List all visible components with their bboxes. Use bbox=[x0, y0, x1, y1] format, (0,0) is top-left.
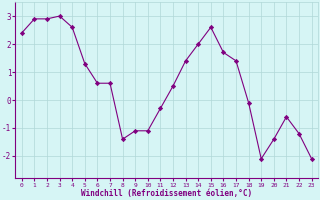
X-axis label: Windchill (Refroidissement éolien,°C): Windchill (Refroidissement éolien,°C) bbox=[81, 189, 252, 198]
